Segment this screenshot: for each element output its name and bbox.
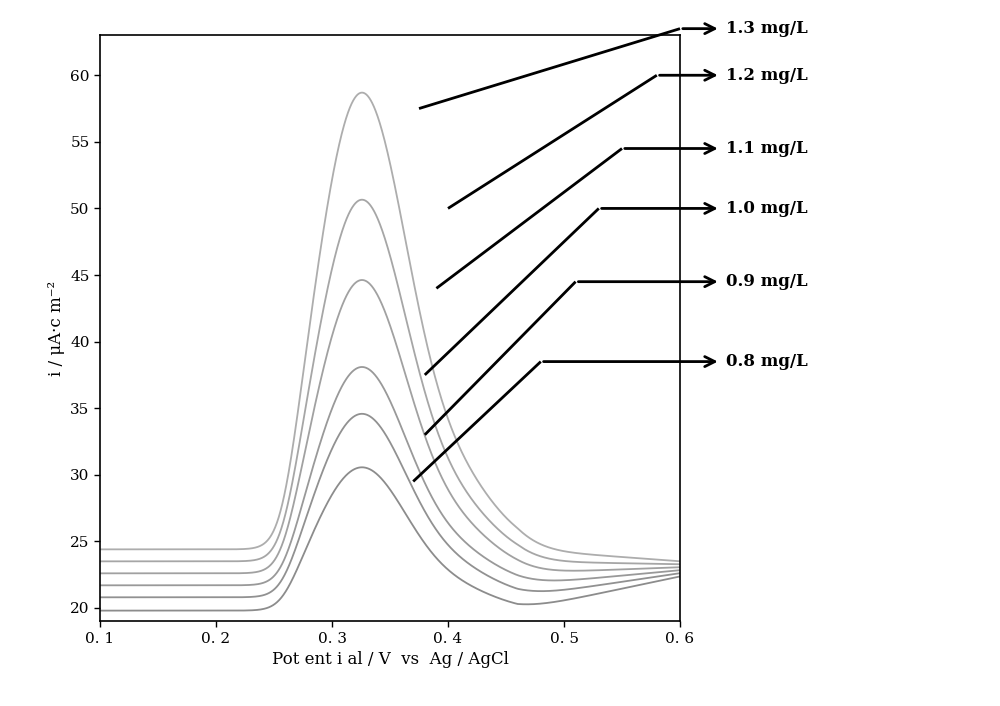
Y-axis label: i / μA·c m⁻²: i / μA·c m⁻² <box>48 281 65 376</box>
Text: 1.1 mg/L: 1.1 mg/L <box>726 140 808 157</box>
Text: 1.2 mg/L: 1.2 mg/L <box>726 67 808 84</box>
Text: 1.0 mg/L: 1.0 mg/L <box>726 200 808 217</box>
X-axis label: Pot ent i al / V  vs  Ag / AgCl: Pot ent i al / V vs Ag / AgCl <box>272 651 508 669</box>
Text: 1.3 mg/L: 1.3 mg/L <box>726 20 808 37</box>
Text: 0.8 mg/L: 0.8 mg/L <box>726 353 808 370</box>
Text: 0.9 mg/L: 0.9 mg/L <box>726 273 808 290</box>
